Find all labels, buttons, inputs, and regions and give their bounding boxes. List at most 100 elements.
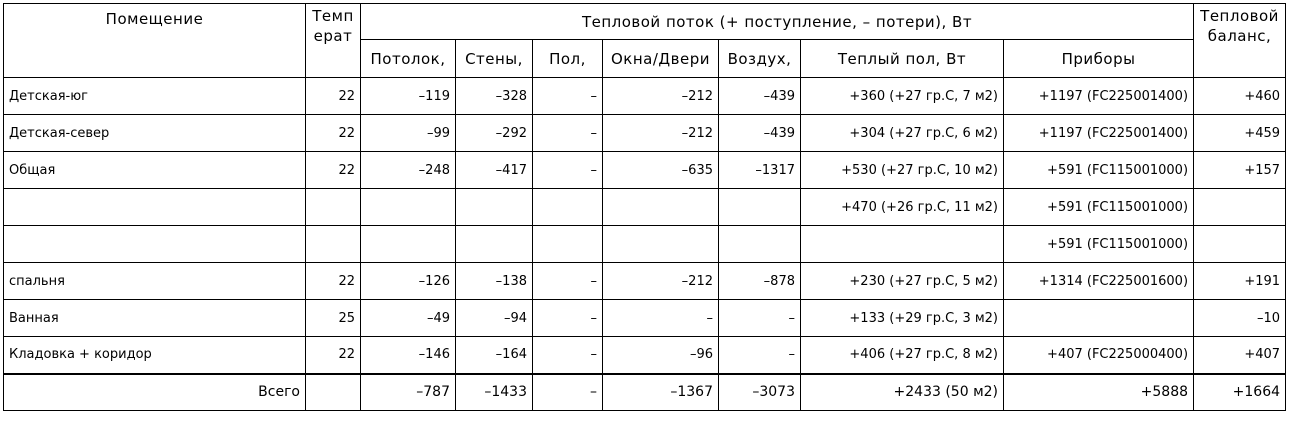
cell: –94	[455, 299, 533, 337]
table-row: спальня 22 –126 –138– –212 –878 +230 (+27 гр.С…	[3, 262, 1287, 300]
cell	[360, 225, 456, 263]
cell: –439	[718, 77, 801, 115]
cell: +1314 (FC225001600)	[1002, 262, 1195, 300]
header-line: Темп	[312, 7, 354, 25]
cell: +407	[1193, 336, 1287, 374]
cell: +459	[1193, 114, 1287, 152]
header-cell: Пол,	[532, 39, 603, 78]
cell	[602, 188, 719, 226]
cell: Ванная	[3, 299, 306, 337]
cell: +460	[1193, 77, 1287, 115]
cell	[532, 225, 603, 263]
cell: –	[532, 336, 603, 374]
cell: –	[718, 336, 801, 374]
cell: Детская-север	[3, 114, 306, 152]
cell: Кладовка + коридор	[3, 336, 306, 374]
cell: –787	[360, 372, 456, 411]
cell: –	[532, 372, 603, 411]
cell	[3, 188, 306, 226]
table-row: Кладовка + коридор 22 –146 –164– –96– +406 (+…	[3, 336, 1287, 374]
cell: –164	[455, 336, 533, 374]
cell: –248	[360, 151, 456, 189]
cell: 22	[305, 336, 361, 374]
cell: +2433 (50 м2)	[800, 372, 1004, 411]
cell: +157	[1193, 151, 1287, 189]
heat-table: Помещение Темп ерат Тепловой поток (+ посту…	[3, 3, 1287, 411]
cell: –	[532, 262, 603, 300]
cell: –3073	[718, 372, 801, 411]
cell: –212	[602, 77, 719, 115]
table-row: +591 (FC115001000)	[3, 225, 1287, 263]
cell	[1002, 299, 1195, 337]
header-line: баланс,	[1207, 27, 1272, 45]
cell: спальня	[3, 262, 306, 300]
table-row: +470 (+26 гр.С, 11 м2) +591 (FC115001000)	[3, 188, 1287, 226]
cell: –212	[602, 262, 719, 300]
header-cell: Потолок,	[360, 39, 456, 78]
cell: +591 (FC115001000)	[1002, 151, 1195, 189]
cell	[455, 188, 533, 226]
cell: –1317	[718, 151, 801, 189]
header-cell: Помещение	[3, 3, 306, 78]
cell: +5888	[1002, 372, 1195, 411]
cell: +133 (+29 гр.С, 3 м2)	[800, 299, 1004, 337]
table-row: Общая 22 –248 –417– –635 –1317 +530 (+27 гр.С,…	[3, 151, 1287, 189]
cell: 22	[305, 262, 361, 300]
cell: 22	[305, 114, 361, 152]
cell	[718, 188, 801, 226]
cell	[305, 225, 361, 263]
cell	[455, 225, 533, 263]
header-cell: Темп ерат	[305, 3, 361, 78]
header-row: Потолок, Стены, Пол, Окна/Двери Воздух, Теплы…	[4, 39, 1286, 78]
cell: –126	[360, 262, 456, 300]
cell: Общая	[3, 151, 306, 189]
cell: –	[532, 151, 603, 189]
header-cell: Теплый пол, Вт	[800, 39, 1004, 78]
cell: –212	[602, 114, 719, 152]
cell: –292	[455, 114, 533, 152]
cell: 22	[305, 77, 361, 115]
cell	[532, 188, 603, 226]
cell: –49	[360, 299, 456, 337]
cell	[3, 225, 306, 263]
cell: +470 (+26 гр.С, 11 м2)	[800, 188, 1004, 226]
cell	[1193, 225, 1287, 263]
header-cell: Тепловой баланс,	[1193, 3, 1287, 78]
cell: –	[602, 299, 719, 337]
cell: –	[718, 299, 801, 337]
cell: –146	[360, 336, 456, 374]
cell: –635	[602, 151, 719, 189]
cell: –99	[360, 114, 456, 152]
cell: –439	[718, 114, 801, 152]
cell: +304 (+27 гр.С, 6 м2)	[800, 114, 1004, 152]
cell	[800, 225, 1004, 263]
header-cell: Тепловой поток (+ поступление, – потери)…	[359, 3, 1195, 40]
cell: –138	[455, 262, 533, 300]
cell: –417	[455, 151, 533, 189]
cell: +591 (FC115001000)	[1002, 225, 1195, 263]
cell: –1433	[455, 372, 533, 411]
cell	[305, 372, 361, 411]
total-row: Всего –787 –1433– –1367 –3073 +2433 (50 м2) +5…	[3, 372, 1287, 411]
cell: –	[532, 114, 603, 152]
header-cell: Окна/Двери	[602, 39, 719, 78]
header-cell: Стены,	[455, 39, 533, 78]
cell	[602, 225, 719, 263]
cell: +530 (+27 гр.С, 10 м2)	[800, 151, 1004, 189]
table-row: Детская-север 22 –99 –292– –212 –439 +304 (+27…	[3, 114, 1287, 152]
header-cell: Воздух,	[718, 39, 801, 78]
cell: 22	[305, 151, 361, 189]
cell: –	[532, 77, 603, 115]
cell: +1197 (FC225001400)	[1002, 77, 1195, 115]
header-cell: Приборы	[1002, 39, 1195, 78]
cell: –878	[718, 262, 801, 300]
cell: +407 (FC225000400)	[1002, 336, 1195, 374]
cell: +230 (+27 гр.С, 5 м2)	[800, 262, 1004, 300]
cell: 25	[305, 299, 361, 337]
cell: –	[532, 299, 603, 337]
cell: –10	[1193, 299, 1287, 337]
cell: –119	[360, 77, 456, 115]
cell: –328	[455, 77, 533, 115]
table-row: Ванная 25 –49 –94– – – +133 (+29 гр.С, 3 м2) –1…	[3, 299, 1287, 337]
